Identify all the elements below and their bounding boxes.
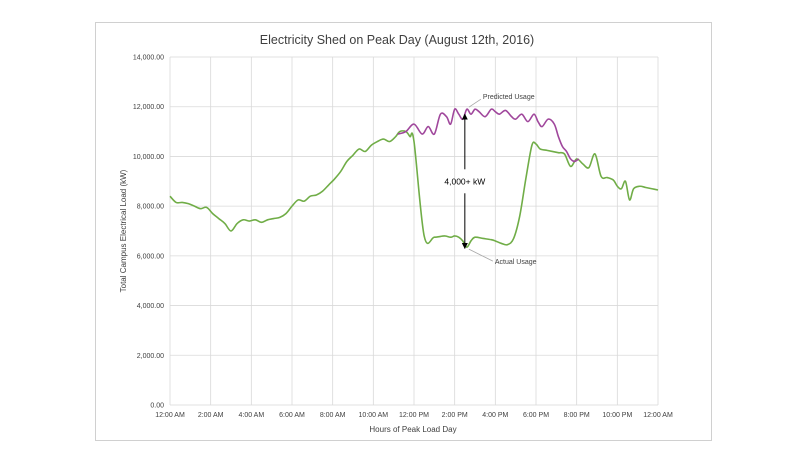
x-tick-label: 8:00 PM	[564, 412, 590, 419]
y-tick-label: 2,000.00	[137, 353, 164, 360]
predicted-usage-label: Predicted Usage	[483, 94, 535, 101]
actual-callout-line	[468, 248, 494, 262]
y-tick-label: 14,000.00	[133, 55, 164, 62]
annotations: Predicted Usage Actual Usage 4,000+ kW	[444, 94, 536, 266]
x-tick-label: 6:00 PM	[523, 412, 549, 419]
x-tick-label: 8:00 AM	[320, 412, 346, 419]
chart-title: Electricity Shed on Peak Day (August 12t…	[260, 33, 534, 47]
chart-frame	[95, 22, 712, 441]
x-tick-label: 2:00 AM	[198, 412, 224, 419]
y-tick-label: 10,000.00	[133, 154, 164, 161]
predicted-callout-line	[468, 98, 482, 108]
x-tick-label: 10:00 AM	[359, 412, 389, 419]
y-axis-title: Total Campus Electrical Load (kW)	[119, 169, 128, 292]
y-tick-label: 6,000.00	[137, 253, 164, 260]
y-tick-label: 12,000.00	[133, 104, 164, 111]
x-tick-label: 12:00 PM	[399, 412, 429, 419]
x-tick-label: 12:00 AM	[155, 412, 185, 419]
series-lines	[169, 108, 659, 248]
y-tick-label: 4,000.00	[137, 303, 164, 310]
axes: 12:00 AM 2:00 AM 4:00 AM 6:00 AM 8:00 AM 10:0…	[133, 55, 673, 420]
series-line-predicted-usage	[397, 108, 580, 163]
x-axis-title: Hours of Peak Load Day	[369, 425, 456, 434]
x-tick-label: 4:00 PM	[482, 412, 508, 419]
x-tick-label: 12:00 AM	[643, 412, 673, 419]
x-tick-label: 2:00 PM	[442, 412, 468, 419]
y-tick-label: 0.00	[150, 403, 164, 410]
series-line-actual-usage	[169, 130, 659, 248]
gridlines	[169, 56, 659, 406]
x-tick-label: 4:00 AM	[238, 412, 264, 419]
y-tick-label: 8,000.00	[137, 204, 164, 211]
x-tick-label: 10:00 PM	[602, 412, 632, 419]
actual-usage-label: Actual Usage	[495, 259, 537, 266]
gap-label: 4,000+ kW	[444, 176, 485, 186]
x-tick-label: 6:00 AM	[279, 412, 305, 419]
